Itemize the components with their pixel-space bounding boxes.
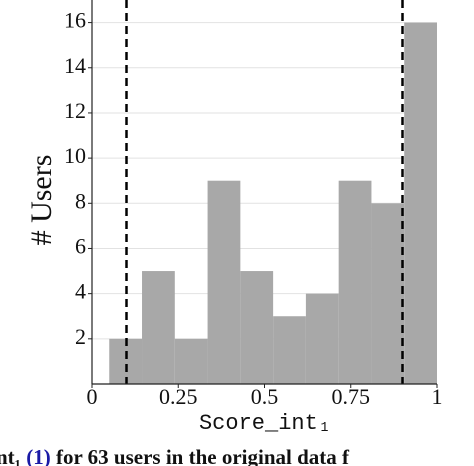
bar (273, 316, 306, 384)
bar (338, 180, 372, 384)
bar (174, 338, 208, 384)
bar (207, 180, 241, 384)
x-tick-label: 0.75 (332, 384, 371, 409)
y-tick-label: 16 (64, 8, 86, 33)
x-tick-label: 0.5 (251, 384, 279, 409)
caption-part: nt₁ (0, 445, 26, 466)
bar (240, 271, 274, 384)
x-tick-label: 1 (432, 384, 443, 409)
x-tick-label: 0 (87, 384, 98, 409)
x-tick-label: 0.25 (159, 384, 198, 409)
bar (109, 338, 143, 384)
y-tick-label: 4 (75, 279, 86, 304)
bar (404, 22, 437, 385)
x-axis-label: Score_int₁ (199, 411, 331, 436)
bar (142, 271, 175, 384)
y-tick-label: 12 (64, 98, 86, 123)
y-tick-label: 6 (75, 234, 86, 259)
y-tick-label: 8 (75, 188, 86, 213)
y-tick-label: 2 (75, 324, 86, 349)
y-tick-label: 14 (64, 53, 86, 78)
y-axis-label: # Users (25, 155, 58, 246)
y-tick-label: 10 (64, 143, 86, 168)
bar (305, 293, 339, 384)
bar (371, 203, 405, 384)
caption-part: for 63 users in the original data f (51, 445, 350, 466)
caption: nt₁ (1) for 63 users in the original dat… (0, 445, 350, 466)
caption-ref: (1) (26, 445, 51, 466)
